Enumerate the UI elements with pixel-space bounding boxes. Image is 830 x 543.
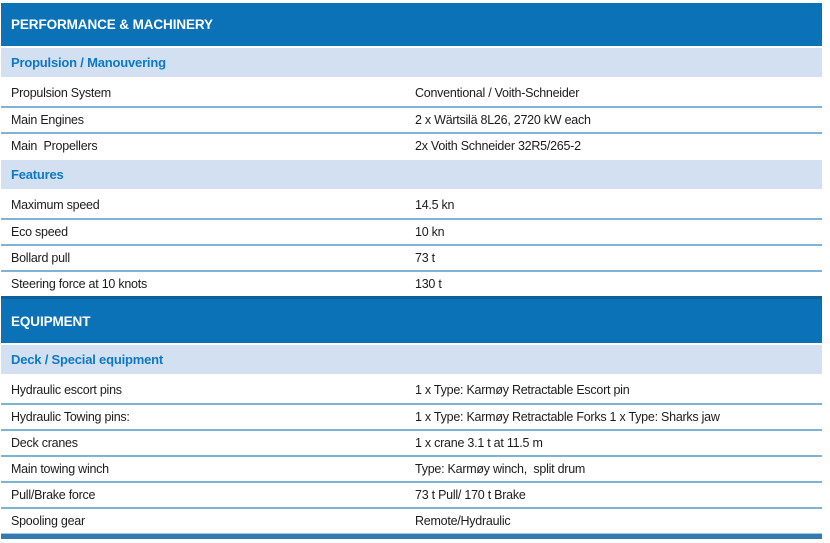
- table-row: Hydraulic Towing pins: 1 x Type: Karmøy …: [1, 403, 822, 429]
- spec-value: 2x Voith Schneider 32R5/265-2: [415, 139, 581, 153]
- table-row: Eco speed 10 kn: [1, 218, 822, 244]
- spec-label: Propulsion System: [11, 86, 111, 100]
- rows-propulsion-manouvering: Propulsion System Conventional / Voith-S…: [1, 80, 822, 158]
- spec-label: Hydraulic escort pins: [11, 383, 122, 397]
- section-bottom-rule: [1, 533, 822, 539]
- spec-value: 2 x Wärtsilä 8L26, 2720 kW each: [415, 113, 591, 127]
- table-row: Bollard pull 73 t: [1, 244, 822, 270]
- spec-value: Conventional / Voith-Schneider: [415, 86, 580, 100]
- spec-label: Eco speed: [11, 225, 68, 239]
- group-heading-features: Features: [1, 160, 822, 189]
- spec-label: Main Engines: [11, 113, 84, 127]
- spec-value: 1 x Type: Karmøy Retractable Forks 1 x T…: [415, 410, 720, 424]
- section-header-equipment: EQUIPMENT: [1, 299, 822, 343]
- spec-label: Bollard pull: [11, 251, 70, 265]
- spec-label: Deck cranes: [11, 436, 78, 450]
- group-heading-label: Deck / Special equipment: [11, 352, 163, 367]
- spec-label: Main towing winch: [11, 462, 109, 476]
- spec-value: 73 t Pull/ 170 t Brake: [415, 488, 526, 502]
- spec-value: 73 t: [415, 251, 435, 265]
- table-row: Spooling gear Remote/Hydraulic: [1, 507, 822, 533]
- table-row: Propulsion System Conventional / Voith-S…: [1, 80, 822, 106]
- table-row: Maximum speed 14.5 kn: [1, 192, 822, 218]
- section-header-performance-machinery: PERFORMANCE & MACHINERY: [1, 3, 822, 46]
- table-row: Main towing winch Type: Karmøy winch, sp…: [1, 455, 822, 481]
- specification-table: PERFORMANCE & MACHINERY Propulsion / Man…: [1, 3, 822, 539]
- rows-deck-special-equipment: Hydraulic escort pins 1 x Type: Karmøy R…: [1, 377, 822, 533]
- table-row: Main Propellers 2x Voith Schneider 32R5/…: [1, 132, 822, 158]
- spec-label: Main Propellers: [11, 139, 98, 153]
- spec-value: Type: Karmøy winch, split drum: [415, 462, 586, 476]
- spec-value: 1 x crane 3.1 t at 11.5 m: [415, 436, 543, 450]
- group-heading-label: Propulsion / Manouvering: [11, 55, 166, 70]
- group-heading-label: Features: [11, 167, 64, 182]
- table-row: Hydraulic escort pins 1 x Type: Karmøy R…: [1, 377, 822, 403]
- section-title: PERFORMANCE & MACHINERY: [11, 17, 213, 32]
- section-title: EQUIPMENT: [11, 313, 91, 329]
- spec-label: Pull/Brake force: [11, 488, 96, 502]
- table-row: Pull/Brake force 73 t Pull/ 170 t Brake: [1, 481, 822, 507]
- spec-label: Spooling gear: [11, 514, 85, 528]
- group-heading-propulsion-manouvering: Propulsion / Manouvering: [1, 48, 822, 77]
- table-row: Deck cranes 1 x crane 3.1 t at 11.5 m: [1, 429, 822, 455]
- table-row: Main Engines 2 x Wärtsilä 8L26, 2720 kW …: [1, 106, 822, 132]
- group-heading-deck-special-equipment: Deck / Special equipment: [1, 345, 822, 374]
- table-row: Steering force at 10 knots 130 t: [1, 270, 822, 296]
- rows-features: Maximum speed 14.5 kn Eco speed 10 kn Bo…: [1, 192, 822, 296]
- spec-value: 130 t: [415, 277, 442, 291]
- spec-value: 1 x Type: Karmøy Retractable Escort pin: [415, 383, 630, 397]
- section-divider-rule: [1, 296, 822, 299]
- spec-label: Steering force at 10 knots: [11, 277, 147, 291]
- spec-value: 14.5 kn: [415, 198, 455, 212]
- spec-label: Hydraulic Towing pins:: [11, 410, 130, 424]
- spec-value: 10 kn: [415, 225, 445, 239]
- spec-value: Remote/Hydraulic: [415, 514, 511, 528]
- spec-label: Maximum speed: [11, 198, 100, 212]
